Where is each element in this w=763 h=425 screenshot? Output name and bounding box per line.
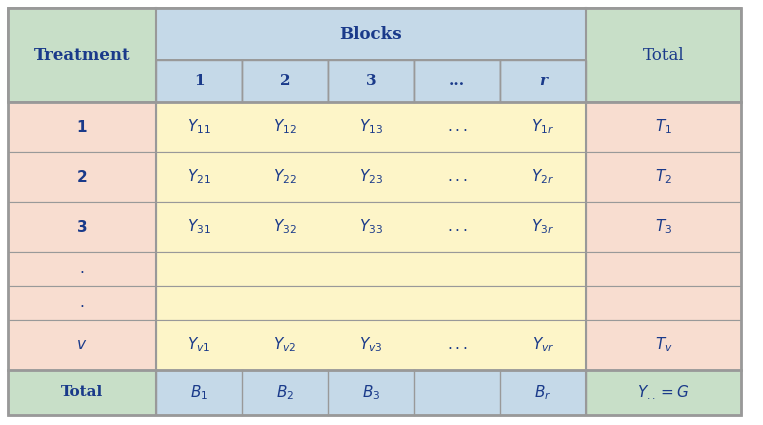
Text: $...$: $...$ [446,220,468,234]
Bar [156,252,586,286]
Text: Treatment: Treatment [34,46,130,63]
Bar [8,370,156,415]
Text: $Y_{v1}$: $Y_{v1}$ [188,336,211,354]
Bar [8,202,156,252]
Bar [586,102,741,152]
Text: 2: 2 [280,74,290,88]
Text: $Y_{32}$: $Y_{32}$ [273,218,297,236]
Text: $.$: $.$ [79,296,85,310]
Bar [414,60,500,102]
Text: $B_r$: $B_r$ [534,383,552,402]
Bar [8,102,156,152]
Text: $...$: $...$ [446,120,468,134]
Bar [586,370,741,415]
Bar [8,286,156,320]
Text: Blocks: Blocks [340,26,402,42]
Text: 1: 1 [194,74,204,88]
Text: $Y_{1r}$: $Y_{1r}$ [532,118,555,136]
Bar [586,320,741,370]
Text: $Y_{21}$: $Y_{21}$ [187,167,211,186]
Text: $Y_{33}$: $Y_{33}$ [359,218,383,236]
Text: $Y_{22}$: $Y_{22}$ [273,167,297,186]
Text: 3: 3 [365,74,376,88]
Bar [586,152,741,202]
Bar [156,60,242,102]
Text: $\mathbf{1}$: $\mathbf{1}$ [76,119,88,135]
Bar [156,370,586,415]
Bar [8,320,156,370]
Text: $Y_{v3}$: $Y_{v3}$ [359,336,383,354]
Bar [156,202,586,252]
Bar [156,286,586,320]
Text: $Y_{23}$: $Y_{23}$ [359,167,383,186]
Bar [156,8,586,60]
Text: $Y_{3r}$: $Y_{3r}$ [532,218,555,236]
Text: $B_3$: $B_3$ [362,383,380,402]
Text: $Y_{vr}$: $Y_{vr}$ [532,336,554,354]
Text: $T_1$: $T_1$ [655,118,672,136]
Text: $\mathit{v}$: $\mathit{v}$ [76,338,88,352]
Bar [156,102,586,152]
Text: $...$: $...$ [446,170,468,184]
Text: Total: Total [61,385,103,400]
Bar [586,8,741,102]
Text: $.$: $.$ [79,262,85,276]
Text: $T_v$: $T_v$ [655,336,672,354]
Bar [500,60,586,102]
Text: $Y_{..} = G$: $Y_{..} = G$ [637,383,690,402]
Text: $Y_{13}$: $Y_{13}$ [359,118,383,136]
Text: r: r [539,74,547,88]
Text: $Y_{12}$: $Y_{12}$ [273,118,297,136]
Text: $T_3$: $T_3$ [655,218,672,236]
Bar [156,320,586,370]
Text: $Y_{31}$: $Y_{31}$ [187,218,211,236]
Text: $...$: $...$ [446,338,468,352]
Bar [242,60,328,102]
Text: $T_2$: $T_2$ [655,167,672,186]
Text: Total: Total [642,46,684,63]
Bar [8,8,156,102]
Bar [586,252,741,286]
Text: $Y_{11}$: $Y_{11}$ [187,118,211,136]
Bar [586,202,741,252]
Text: $\mathbf{3}$: $\mathbf{3}$ [76,219,88,235]
Bar [8,252,156,286]
Bar [328,60,414,102]
Text: ...: ... [449,74,465,88]
Text: $B_1$: $B_1$ [190,383,208,402]
Text: $B_2$: $B_2$ [276,383,294,402]
Text: $Y_{v2}$: $Y_{v2}$ [273,336,297,354]
Bar [156,152,586,202]
Bar [586,286,741,320]
Text: $Y_{2r}$: $Y_{2r}$ [532,167,555,186]
Text: $\mathbf{2}$: $\mathbf{2}$ [76,169,88,185]
Bar [8,152,156,202]
